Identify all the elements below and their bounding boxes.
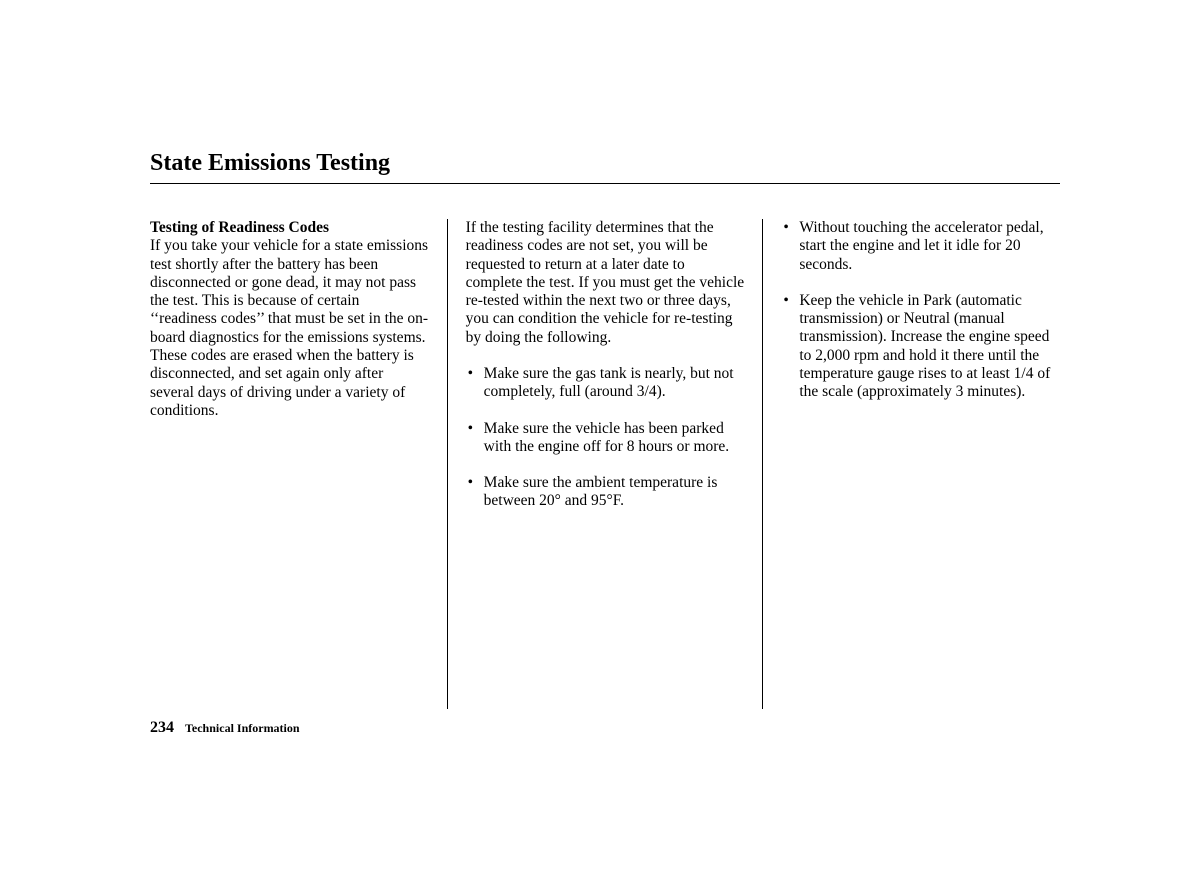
col3-bullet-list: Without touching the accelerator pedal, …: [781, 219, 1060, 402]
page-number: 234: [150, 719, 174, 736]
section-name: Technical Information: [185, 721, 300, 735]
column-1: Testing of Readiness CodesIf you take yo…: [150, 219, 447, 709]
col2-bullet-list: Make sure the gas tank is nearly, but no…: [466, 365, 745, 511]
col1-body: If you take your vehicle for a state emi…: [150, 237, 428, 419]
content-columns: Testing of Readiness CodesIf you take yo…: [150, 219, 1060, 709]
list-item: Make sure the vehicle has been parked wi…: [466, 420, 745, 457]
column-2: If the testing facility determines that …: [448, 219, 763, 709]
title-divider: [150, 183, 1060, 184]
list-item: Make sure the ambient temperature is bet…: [466, 474, 745, 511]
page-footer: 234 Technical Information: [150, 719, 300, 737]
col1-paragraph: Testing of Readiness CodesIf you take yo…: [150, 219, 429, 420]
list-item: Make sure the gas tank is nearly, but no…: [466, 365, 745, 402]
page-title: State Emissions Testing: [150, 150, 1060, 177]
column-3: Without touching the accelerator pedal, …: [763, 219, 1060, 709]
list-item: Keep the vehicle in Park (automatic tran…: [781, 292, 1060, 402]
list-item: Without touching the accelerator pedal, …: [781, 219, 1060, 274]
col2-intro: If the testing facility determines that …: [466, 219, 745, 347]
subheading: Testing of Readiness Codes: [150, 219, 329, 236]
